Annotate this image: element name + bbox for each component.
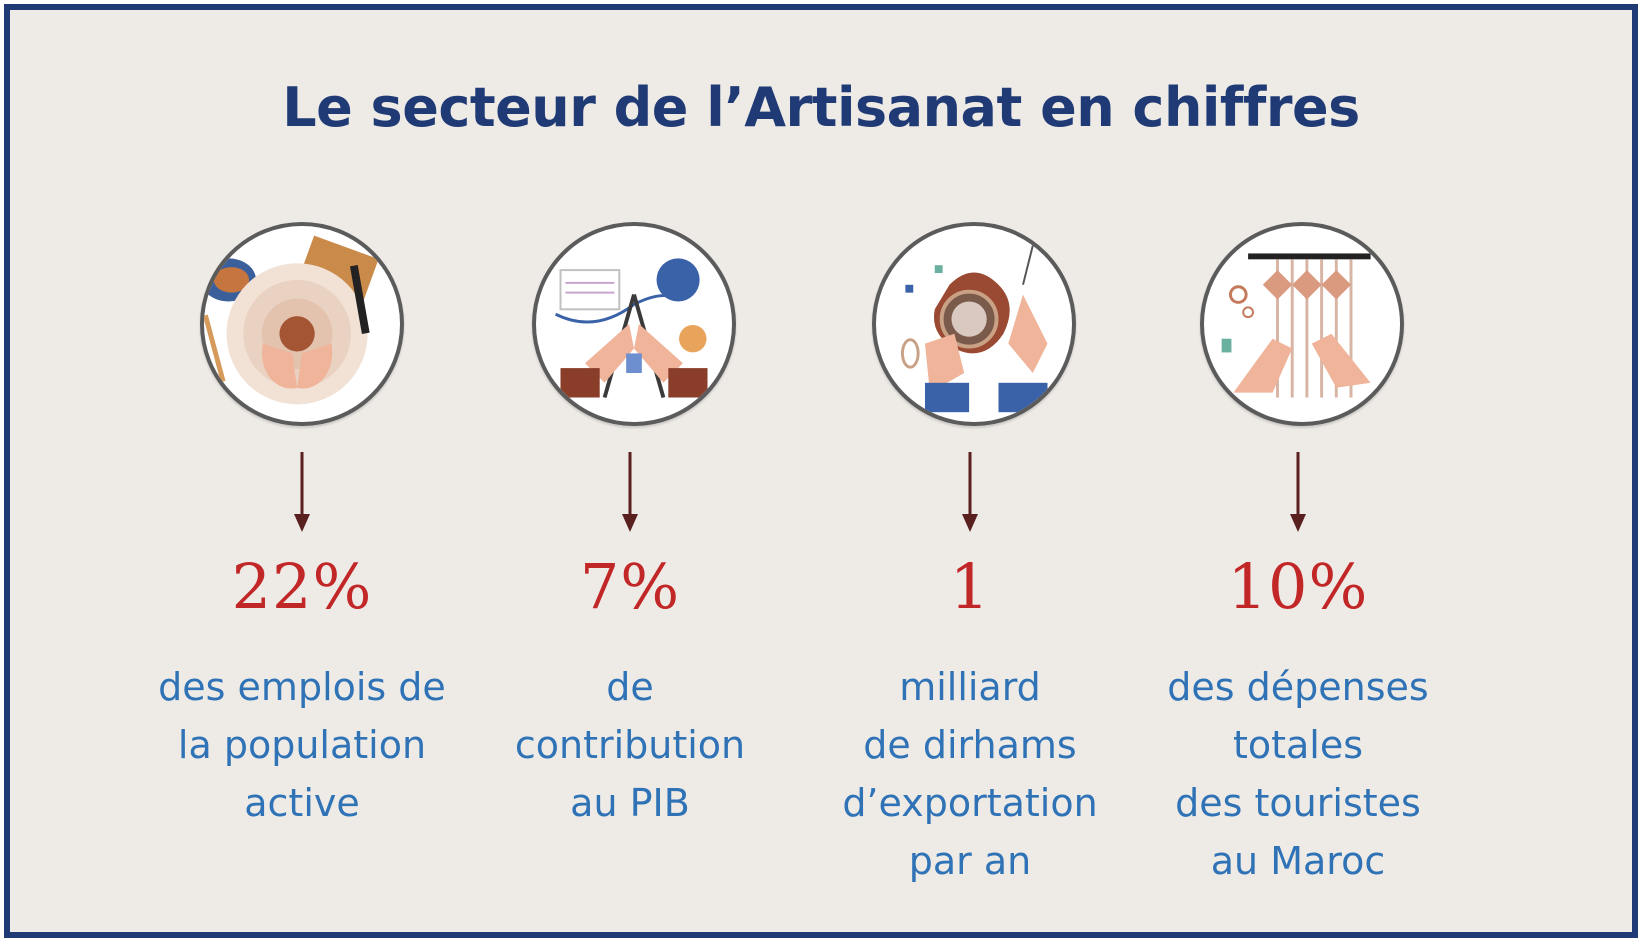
down-arrow-icon bbox=[1290, 452, 1306, 532]
stat-card-exports: 1 milliard de dirhams d’exportation par … bbox=[810, 10, 1130, 932]
page-title: Le secteur de l’Artisanat en chiffres bbox=[282, 76, 1360, 139]
stat-description: milliard de dirhams d’exportation par an bbox=[842, 665, 1098, 883]
embroidery-icon bbox=[872, 222, 1076, 426]
stat-description: des dépenses totales des touristes au Ma… bbox=[1167, 665, 1429, 883]
down-arrow-icon bbox=[294, 452, 310, 532]
stat-card-tourism: 10% des dépenses totales des touristes a… bbox=[1138, 10, 1458, 932]
down-arrow-icon bbox=[622, 452, 638, 532]
infographic-frame: Le secteur de l’Artisanat en chiffres 22… bbox=[4, 4, 1638, 938]
stat-description: de contribution au PIB bbox=[514, 665, 746, 825]
down-arrow-icon bbox=[962, 452, 978, 532]
pottery-icon bbox=[200, 222, 404, 426]
stat-description: des emplois de la population active bbox=[158, 665, 446, 825]
stat-card-employment: 22% des emplois de la population active bbox=[142, 10, 462, 932]
stat-value: 7% bbox=[579, 550, 681, 623]
weaving-icon bbox=[1200, 222, 1404, 426]
stat-value: 22% bbox=[231, 550, 373, 623]
stat-value: 10% bbox=[1227, 550, 1369, 623]
knitting-icon bbox=[532, 222, 736, 426]
stat-value: 1 bbox=[949, 550, 991, 623]
stat-card-gdp: 7% de contribution au PIB bbox=[470, 10, 790, 932]
